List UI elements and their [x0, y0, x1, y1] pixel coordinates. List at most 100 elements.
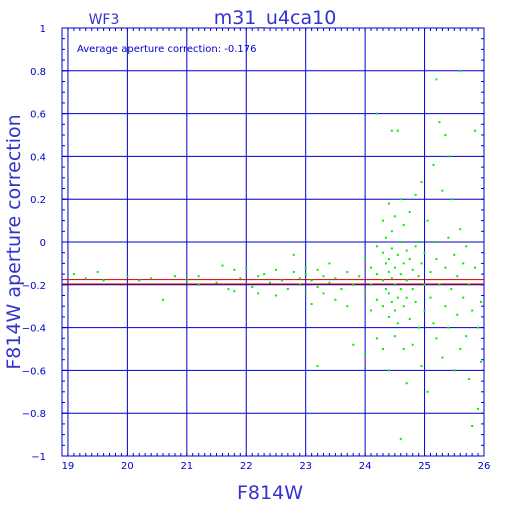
data-point — [381, 251, 384, 254]
data-point — [197, 283, 200, 286]
data-point — [376, 112, 379, 115]
data-point — [426, 219, 429, 222]
x-tick-label: 22 — [240, 461, 253, 472]
data-point — [414, 300, 417, 303]
data-point — [402, 305, 405, 308]
data-point — [364, 352, 367, 355]
data-point — [257, 292, 260, 295]
chip-label: WF3 — [89, 12, 120, 28]
data-point — [370, 266, 373, 269]
data-point — [393, 266, 396, 269]
data-point — [316, 268, 319, 271]
data-point — [477, 326, 480, 329]
data-point — [408, 258, 411, 261]
data-point — [450, 288, 453, 291]
data-point — [269, 281, 272, 284]
data-point — [239, 277, 242, 280]
x-tick-label: 25 — [418, 461, 431, 472]
data-point — [444, 305, 447, 308]
data-point — [393, 215, 396, 218]
data-point — [447, 326, 450, 329]
data-point — [405, 296, 408, 299]
data-point — [435, 78, 438, 81]
data-point — [304, 292, 307, 295]
data-point — [447, 236, 450, 239]
data-point — [465, 245, 468, 248]
data-point — [396, 129, 399, 132]
data-point — [414, 193, 417, 196]
data-point — [438, 121, 441, 124]
data-point — [263, 273, 266, 276]
data-point — [435, 258, 438, 261]
data-point — [387, 202, 390, 205]
data-point — [280, 279, 283, 282]
y-tick-label: 1 — [40, 24, 46, 35]
data-point — [462, 296, 465, 299]
data-point — [441, 356, 444, 359]
y-axis-label: F814W aperture correction — [3, 114, 25, 369]
data-point — [429, 270, 432, 273]
data-point — [453, 369, 456, 372]
data-point — [257, 275, 260, 278]
x-axis-label: F814W — [237, 482, 303, 504]
data-point — [298, 277, 301, 280]
data-point — [408, 318, 411, 321]
data-point — [310, 303, 313, 306]
data-point — [346, 270, 349, 273]
y-tick-label: 0.4 — [30, 152, 46, 163]
data-point — [387, 369, 390, 372]
data-point — [376, 245, 379, 248]
data-point — [396, 253, 399, 256]
data-point — [304, 266, 307, 269]
data-point — [310, 279, 313, 282]
data-point — [390, 300, 393, 303]
data-point — [417, 326, 420, 329]
data-point — [96, 270, 99, 273]
data-point — [340, 288, 343, 291]
data-point — [376, 298, 379, 301]
y-tick-label: 0.6 — [30, 110, 46, 121]
data-point — [435, 241, 438, 243]
data-point — [423, 251, 426, 254]
x-tick-label: 23 — [299, 461, 312, 472]
data-point — [322, 292, 325, 295]
data-point — [405, 279, 408, 282]
data-point — [432, 322, 435, 325]
data-point — [396, 322, 399, 325]
data-point — [138, 279, 141, 282]
data-point — [162, 298, 165, 301]
data-point — [387, 315, 390, 318]
data-point — [72, 273, 75, 276]
data-point — [390, 129, 393, 132]
data-point — [399, 288, 402, 291]
y-tick-label: −0.4 — [22, 324, 46, 335]
data-point — [399, 241, 402, 243]
data-point — [227, 288, 230, 291]
data-point — [298, 283, 301, 286]
data-point — [417, 275, 420, 278]
data-point — [328, 281, 331, 284]
points-layer — [72, 69, 483, 440]
data-point — [334, 298, 337, 301]
data-point — [286, 288, 289, 291]
data-point — [399, 437, 402, 440]
x-tick-labels: 19 20 21 22 23 24 25 26 — [62, 461, 491, 472]
data-point — [376, 337, 379, 340]
data-point — [459, 228, 462, 231]
data-point — [480, 360, 483, 363]
y-tick-label: 0.2 — [30, 195, 46, 206]
data-point — [292, 270, 295, 273]
data-point — [471, 309, 474, 312]
data-point — [185, 279, 188, 282]
data-point — [364, 255, 367, 258]
average-correction-annotation: Average aperture correction: -0.176 — [77, 44, 257, 55]
data-point — [390, 230, 393, 233]
data-point — [233, 290, 236, 293]
data-point — [233, 268, 236, 271]
data-point — [381, 219, 384, 222]
data-point — [334, 277, 337, 280]
data-point — [459, 69, 462, 72]
data-point — [274, 268, 277, 271]
